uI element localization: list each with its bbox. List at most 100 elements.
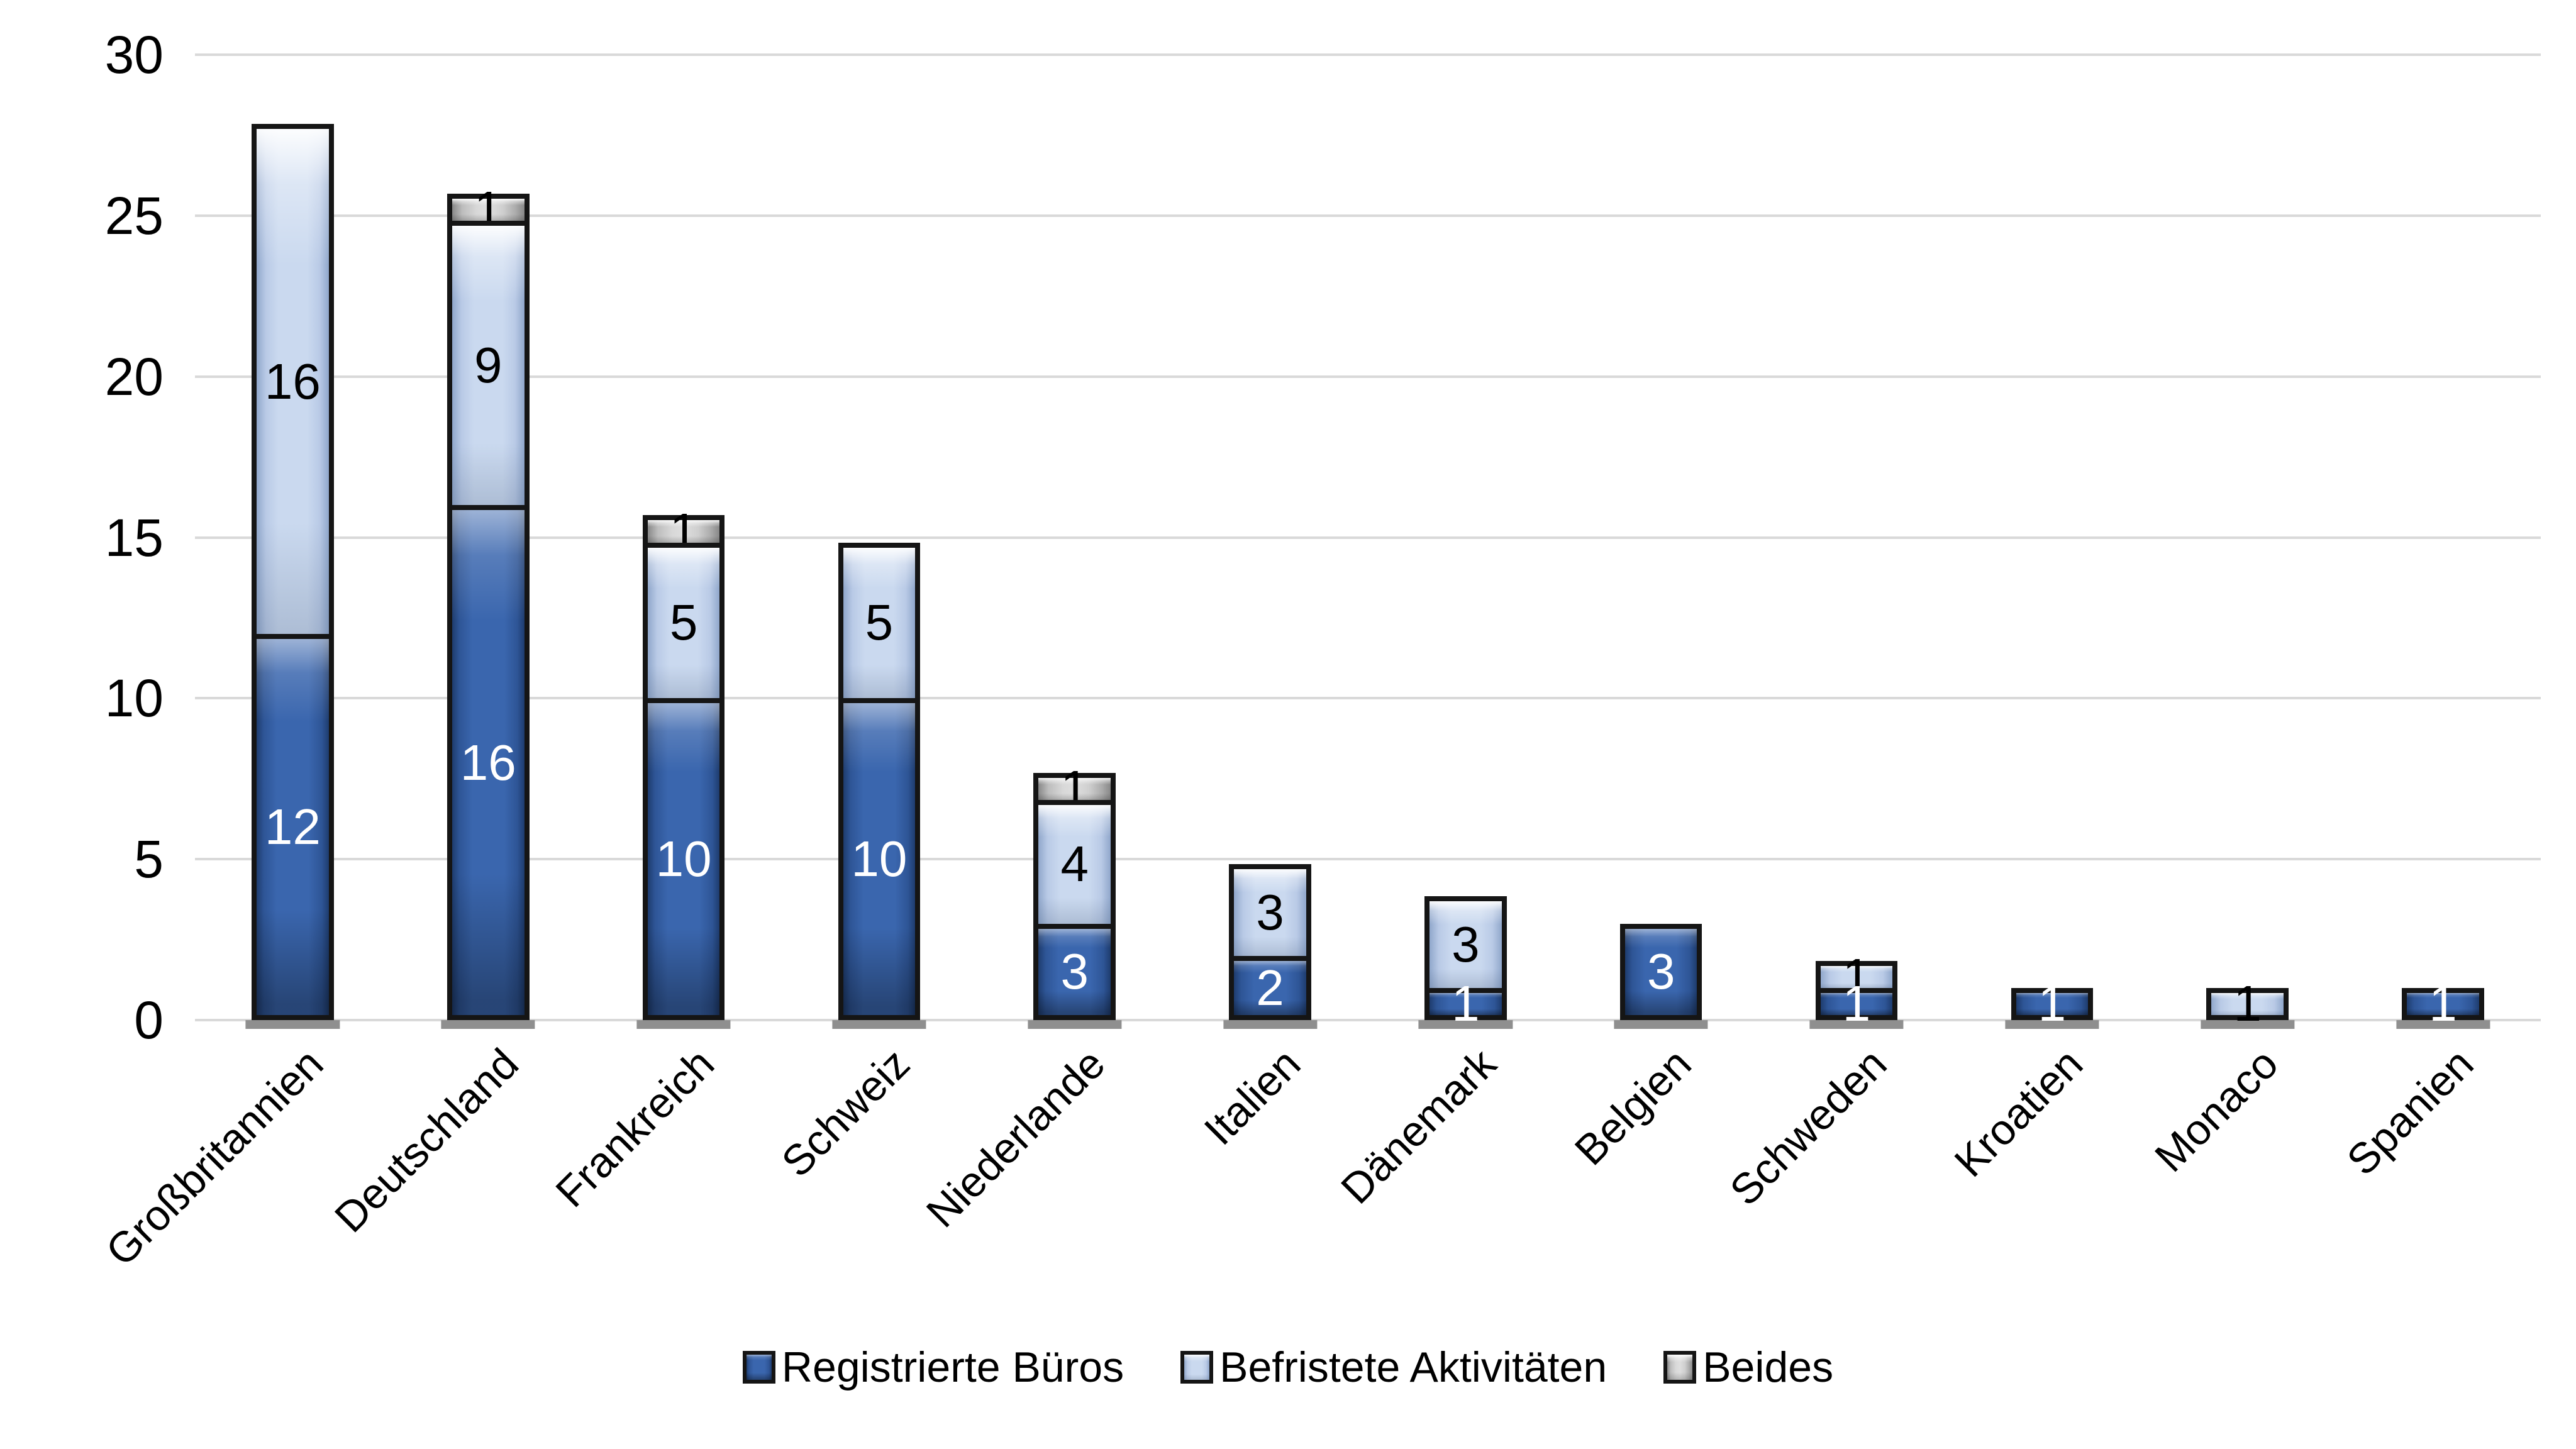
segment-befristete-aktivitaeten: 4 xyxy=(1033,799,1116,929)
legend-label-beides: Beides xyxy=(1702,1343,1834,1391)
segment-value-label: 16 xyxy=(460,734,516,791)
y-tick-label-0: 0 xyxy=(134,991,164,1050)
segment-registrierte-bueros: 3 xyxy=(1033,923,1116,1020)
category-label-Niederlande: Niederlande xyxy=(917,1040,1114,1237)
bar-group-Dänemark: 3 1 Dänemark xyxy=(1332,55,1563,1213)
bar-group-Monaco: 1 Monaco xyxy=(2146,55,2345,1181)
category-label-Belgien: Belgien xyxy=(1565,1040,1701,1175)
bar-group-Großbritannien: 16 12 Großbritannien xyxy=(97,55,391,1275)
segment-value-label: 5 xyxy=(865,594,894,651)
legend-item-befristete-aktivitaeten: Befristete Aktivitäten xyxy=(1180,1346,1607,1389)
segment-befristete-aktivitaeten: 3 xyxy=(1424,896,1507,993)
legend-label-registrierte-bueros: Registrierte Büros xyxy=(781,1343,1124,1391)
segment-registrierte-bueros: 12 xyxy=(252,634,334,1020)
segment-value-label: 3 xyxy=(1256,884,1284,940)
bar-group-Belgien: 3 Belgien xyxy=(1563,55,1759,1174)
segment-registrierte-bueros: 1 xyxy=(2402,979,2484,1029)
bar-group-Spanien: 1 Spanien xyxy=(2338,55,2541,1184)
bar-shadow xyxy=(441,1020,535,1029)
gridline-5 xyxy=(195,858,2541,861)
segment-value-label: 16 xyxy=(264,353,321,409)
y-tick-label-15: 15 xyxy=(104,508,164,567)
bar-shadow xyxy=(832,1020,926,1029)
gridline-25 xyxy=(195,214,2541,217)
segment-value-label: 1 xyxy=(1842,975,1871,1032)
legend-swatch-beides xyxy=(1663,1351,1697,1384)
bar-shadow xyxy=(1418,1020,1513,1029)
category-label-Frankreich: Frankreich xyxy=(547,1040,723,1217)
bar-group-Italien: 3 2 Italien xyxy=(1172,55,1368,1154)
category-label-Spanien: Spanien xyxy=(2338,1040,2483,1185)
bar-group-Schweiz: 5 10 Schweiz xyxy=(772,55,977,1186)
category-label-Kroatien: Kroatien xyxy=(1945,1040,2092,1187)
category-label-Großbritannien: Großbritannien xyxy=(96,1040,333,1275)
segment-registrierte-bueros: 1 xyxy=(2011,979,2094,1029)
y-tick-label-25: 25 xyxy=(104,186,164,245)
category-label-Schweiz: Schweiz xyxy=(772,1040,919,1186)
legend-item-beides: Beides xyxy=(1663,1346,1833,1389)
bar-group-Frankreich: 1 5 10 Frankreich xyxy=(547,55,782,1216)
segment-value-label: 2 xyxy=(1256,959,1284,1016)
segment-befristete-aktivitaeten: 5 xyxy=(838,542,921,704)
bar-group-Deutschland: 1 9 16 Deutschland xyxy=(326,55,586,1241)
segment-value-label: 10 xyxy=(851,831,908,887)
segment-registrierte-bueros: 3 xyxy=(1619,923,1702,1020)
y-tick-label-30: 30 xyxy=(104,25,164,84)
segment-value-label: 1 xyxy=(2429,975,2457,1032)
gridline-0 xyxy=(195,1019,2541,1021)
bar-shadow xyxy=(2005,1020,2099,1029)
segment-value-label: 4 xyxy=(1060,836,1089,892)
legend-swatch-befristete-aktivitaeten xyxy=(1180,1351,1214,1384)
y-tick-label-10: 10 xyxy=(104,669,164,728)
segment-value-label: 1 xyxy=(1452,975,1480,1032)
segment-value-label: 9 xyxy=(474,337,502,394)
bar-group-Kroatien: 1 Kroatien xyxy=(1945,55,2150,1186)
bars-container: 16 12 Großbritannien 1 9 16 Deutschland 1 5 10 Fra… xyxy=(97,55,2541,1275)
segment-befristete-aktivitaeten: 5 xyxy=(642,542,725,704)
segment-value-label: 1 xyxy=(2038,975,2067,1032)
category-label-Schweden: Schweden xyxy=(1721,1040,1896,1215)
segment-value-label: 3 xyxy=(1060,943,1089,1000)
category-label-Dänemark: Dänemark xyxy=(1331,1040,1506,1213)
bar-shadow xyxy=(2201,1020,2295,1029)
legend: Registrierte Büros Befristete Aktivitäten… xyxy=(0,1346,2576,1389)
segment-befristete-aktivitaeten: 1 xyxy=(2206,979,2289,1029)
bar-shadow xyxy=(1809,1020,1904,1029)
gridline-20 xyxy=(195,375,2541,378)
segment-befristete-aktivitaeten: 16 xyxy=(252,124,334,639)
segment-value-label: 10 xyxy=(655,831,712,887)
bar-group-Schweden: 1 1 Schweden xyxy=(1721,55,1955,1214)
segment-registrierte-bueros: 10 xyxy=(642,698,725,1020)
segment-value-label: 5 xyxy=(669,594,698,651)
gridline-10 xyxy=(195,697,2541,700)
bar-group-Niederlande: 1 4 3 Niederlande xyxy=(918,55,1172,1236)
segment-befristete-aktivitaeten: 9 xyxy=(447,220,530,511)
segment-registrierte-bueros: 1 xyxy=(1424,979,1507,1029)
legend-item-registrierte-bueros: Registrierte Büros xyxy=(742,1343,1124,1391)
category-label-Italien: Italien xyxy=(1195,1040,1310,1155)
category-label-Deutschland: Deutschland xyxy=(326,1040,528,1242)
gridline-30 xyxy=(195,53,2541,56)
y-tick-label-5: 5 xyxy=(134,830,164,889)
bar-shadow xyxy=(245,1020,340,1029)
bar-shadow xyxy=(636,1020,731,1029)
segment-registrierte-bueros: 2 xyxy=(1229,955,1311,1020)
bar-shadow xyxy=(1028,1020,1122,1029)
segment-value-label: 1 xyxy=(2233,975,2262,1032)
segment-value-label: 12 xyxy=(264,799,321,855)
legend-label-befristete-aktivitaeten: Befristete Aktivitäten xyxy=(1219,1343,1607,1391)
segment-value-label: 3 xyxy=(1646,943,1675,1000)
segment-befristete-aktivitaeten: 3 xyxy=(1229,864,1311,961)
bar-shadow xyxy=(1614,1020,1708,1029)
bar-shadow xyxy=(1223,1020,1318,1029)
y-tick-label-20: 20 xyxy=(104,347,164,406)
segment-registrierte-bueros: 16 xyxy=(447,505,530,1020)
segment-value-label: 3 xyxy=(1452,916,1480,973)
gridline-15 xyxy=(195,536,2541,539)
plot-area: 0 5 10 15 20 25 30 16 12 Großbritannien 1 9 16 Deuts… xyxy=(97,28,2541,1275)
segment-registrierte-bueros: 1 xyxy=(1815,979,1898,1029)
bar-shadow xyxy=(2396,1020,2490,1029)
category-label-Monaco: Monaco xyxy=(2145,1040,2287,1181)
legend-swatch-registrierte-bueros xyxy=(742,1351,775,1384)
